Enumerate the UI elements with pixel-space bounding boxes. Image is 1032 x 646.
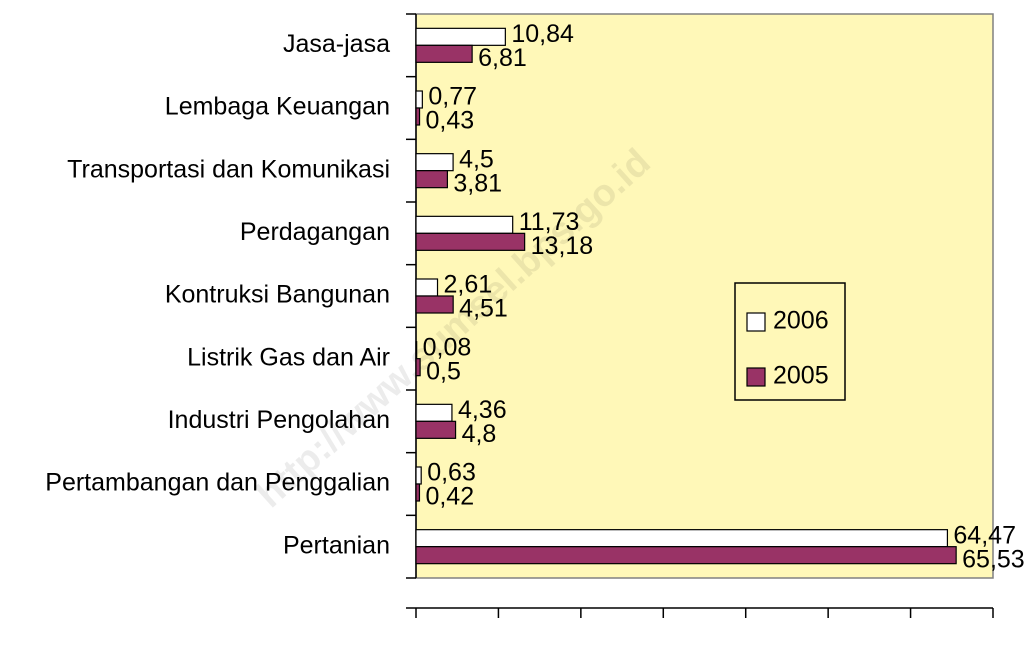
data-label: 6,81 <box>478 44 527 72</box>
bar <box>415 466 422 485</box>
data-label: 4,36 <box>458 396 507 424</box>
data-label: 0,5 <box>426 357 461 385</box>
bar <box>415 358 421 377</box>
x-tick-label: 70 <box>979 645 1007 646</box>
bar <box>415 90 423 109</box>
y-tick-label: Pertanian <box>283 531 390 559</box>
bar <box>415 295 454 314</box>
y-tick-label: Industri Pengolahan <box>168 406 390 434</box>
legend-label: 2006 <box>773 307 829 335</box>
y-tick-label: Pertambangan dan Penggalian <box>45 469 390 497</box>
bar <box>415 153 454 172</box>
bar <box>415 529 949 548</box>
bar <box>415 278 439 297</box>
bar <box>415 546 957 565</box>
bar <box>415 483 421 502</box>
bar <box>415 107 421 126</box>
data-label: 13,18 <box>531 232 594 260</box>
legend-swatch <box>746 312 766 332</box>
x-tick-label: 60 <box>897 645 925 646</box>
y-tick-label: Transportasi dan Komunikasi <box>67 155 390 183</box>
bar <box>415 27 506 46</box>
legend-label: 2005 <box>773 362 829 390</box>
data-label: 0,08 <box>423 333 472 361</box>
y-tick-label: Perdagangan <box>240 218 390 246</box>
y-tick-label: Listrik Gas dan Air <box>187 343 390 371</box>
plot-area <box>415 13 994 579</box>
legend-swatch <box>746 367 766 387</box>
y-tick-label: Kontruksi Bangunan <box>165 281 390 309</box>
bar <box>415 215 514 234</box>
data-label: 0,42 <box>425 483 474 511</box>
data-label: 3,81 <box>453 169 502 197</box>
y-tick-label: Lembaga Keuangan <box>165 93 390 121</box>
x-tick-label: 10 <box>485 645 513 646</box>
bar <box>415 403 453 422</box>
data-label: 0,77 <box>428 83 477 111</box>
data-label: 0,63 <box>427 459 476 487</box>
data-label: 10,84 <box>511 20 574 48</box>
data-label: 4,8 <box>462 420 497 448</box>
x-tick-label: 30 <box>649 645 677 646</box>
y-tick-label: Jasa-jasa <box>283 30 390 58</box>
bar <box>415 44 473 63</box>
data-label: 0,43 <box>426 107 475 135</box>
bar <box>415 170 449 189</box>
data-label: 64,47 <box>953 521 1016 549</box>
data-label: 2,61 <box>444 271 493 299</box>
x-tick-label: 50 <box>814 645 842 646</box>
x-tick-label: 0 <box>409 645 423 646</box>
data-label: 65,53 <box>962 545 1025 573</box>
data-label: 4,51 <box>459 295 508 323</box>
data-label: 11,73 <box>519 208 580 236</box>
bar <box>415 420 457 439</box>
bar <box>415 232 526 251</box>
x-tick-label: 40 <box>732 645 760 646</box>
bar <box>415 341 418 360</box>
legend <box>734 282 846 401</box>
data-label: 4,5 <box>459 145 494 173</box>
x-tick-label: 20 <box>567 645 595 646</box>
